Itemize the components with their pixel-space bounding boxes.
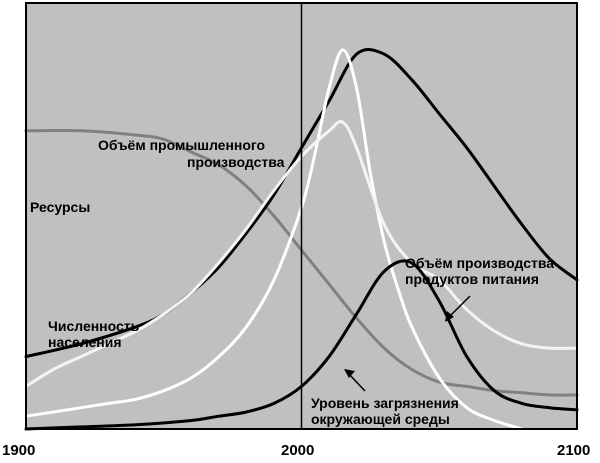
label-food-output-line1: Объём производства xyxy=(405,255,554,271)
series-layer xyxy=(24,48,579,431)
label-pollution-line2: окружающей среды xyxy=(311,411,450,427)
series-line-3 xyxy=(24,48,524,431)
pollution-arrow-line xyxy=(347,372,366,392)
x-tick-label-1900: 1900 xyxy=(2,442,35,459)
x-tick-label-2000: 2000 xyxy=(281,442,314,459)
food-output-arrow-line xyxy=(447,295,471,319)
label-industrial-output-line2: производства xyxy=(187,154,285,170)
x-tick-label-2100: 2100 xyxy=(557,442,590,459)
label-industrial-output-line1: Объём промышленного xyxy=(98,137,265,153)
food-output-arrow-head xyxy=(445,311,454,322)
label-resources: Ресурсы xyxy=(30,199,90,215)
plot-frame xyxy=(25,2,578,430)
label-population-line2: населения xyxy=(48,334,122,350)
pollution-arrow-head xyxy=(344,369,355,378)
series-line-5 xyxy=(24,259,579,431)
series-line-4 xyxy=(24,120,579,388)
label-food-output-line2: продуктов питания xyxy=(405,271,539,287)
label-pollution-line1: Уровень загрязнения xyxy=(311,395,459,411)
label-population-line1: Численность xyxy=(48,318,140,334)
